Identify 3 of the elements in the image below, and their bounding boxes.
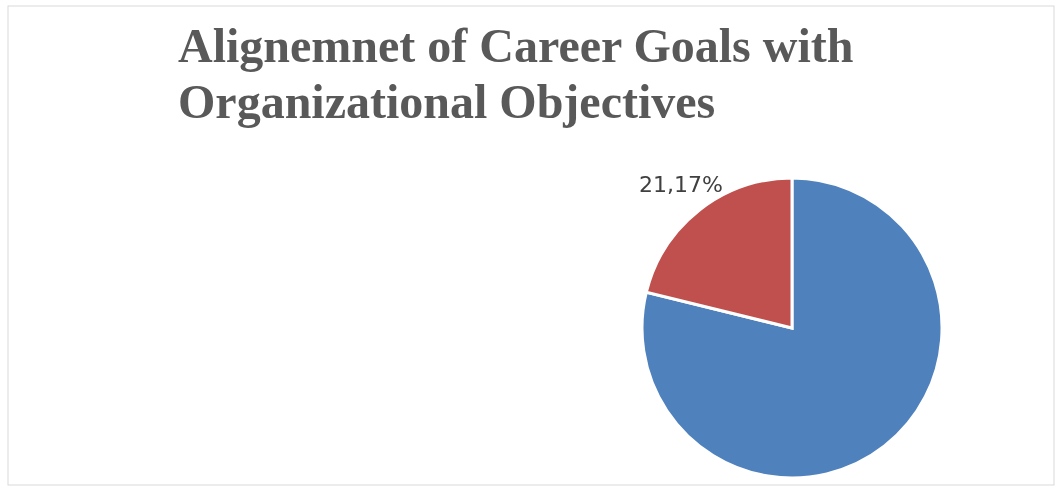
pie-slice [640, 176, 944, 480]
data-label: 21,17% [638, 172, 723, 198]
chart-title: Alignemnet of Career Goals with Organizational Objectives [178, 19, 854, 128]
